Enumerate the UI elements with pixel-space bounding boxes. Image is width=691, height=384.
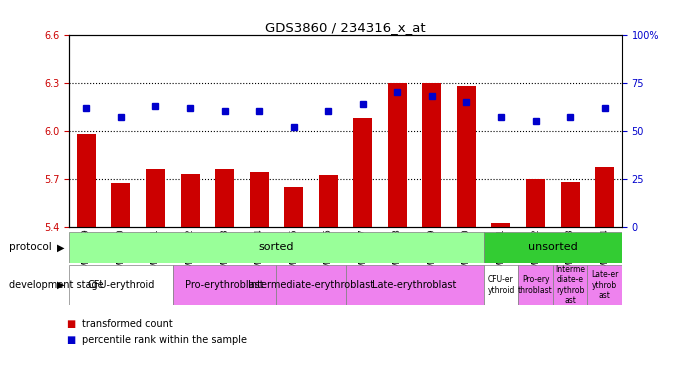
Text: sorted: sorted [258, 242, 294, 252]
Bar [587, 265, 622, 305]
Text: ■: ■ [66, 319, 75, 329]
Text: ▶: ▶ [57, 280, 64, 290]
Text: Late-er
ythrob
ast: Late-er ythrob ast [591, 270, 618, 300]
Text: transformed count: transformed count [82, 319, 172, 329]
Bar [249, 172, 269, 227]
Bar [77, 134, 96, 227]
Bar [422, 83, 442, 227]
Text: Intermediate-erythroblast: Intermediate-erythroblast [248, 280, 374, 290]
Bar [553, 265, 587, 305]
Bar [560, 182, 580, 227]
Text: ■: ■ [66, 335, 75, 345]
Text: CFU-erythroid: CFU-erythroid [87, 280, 155, 290]
Bar [69, 232, 484, 263]
Bar [484, 232, 622, 263]
Text: Pro-erythroblast: Pro-erythroblast [185, 280, 264, 290]
Bar [595, 167, 614, 227]
Text: GDS3860 / 234316_x_at: GDS3860 / 234316_x_at [265, 21, 426, 34]
Bar [346, 265, 484, 305]
Bar [457, 86, 476, 227]
Text: Pro-ery
throblast: Pro-ery throblast [518, 275, 553, 295]
Bar [173, 265, 276, 305]
Text: development stage: development stage [9, 280, 104, 290]
Bar [491, 223, 511, 227]
Bar [111, 183, 131, 227]
Bar [284, 187, 303, 227]
Bar [276, 265, 346, 305]
Text: protocol: protocol [9, 242, 52, 252]
Bar [388, 83, 407, 227]
Bar [180, 174, 200, 227]
Text: unsorted: unsorted [528, 242, 578, 252]
Text: ▶: ▶ [57, 242, 64, 252]
Bar [526, 179, 545, 227]
Bar [518, 265, 553, 305]
Text: Late-erythroblast: Late-erythroblast [372, 280, 457, 290]
Text: percentile rank within the sample: percentile rank within the sample [82, 335, 247, 345]
Text: Interme
diate-e
rythrob
ast: Interme diate-e rythrob ast [555, 265, 585, 305]
Bar [69, 265, 173, 305]
Bar [215, 169, 234, 227]
Bar [146, 169, 165, 227]
Bar [319, 175, 338, 227]
Bar [353, 118, 372, 227]
Bar [484, 265, 518, 305]
Text: CFU-er
ythroid: CFU-er ythroid [487, 275, 515, 295]
